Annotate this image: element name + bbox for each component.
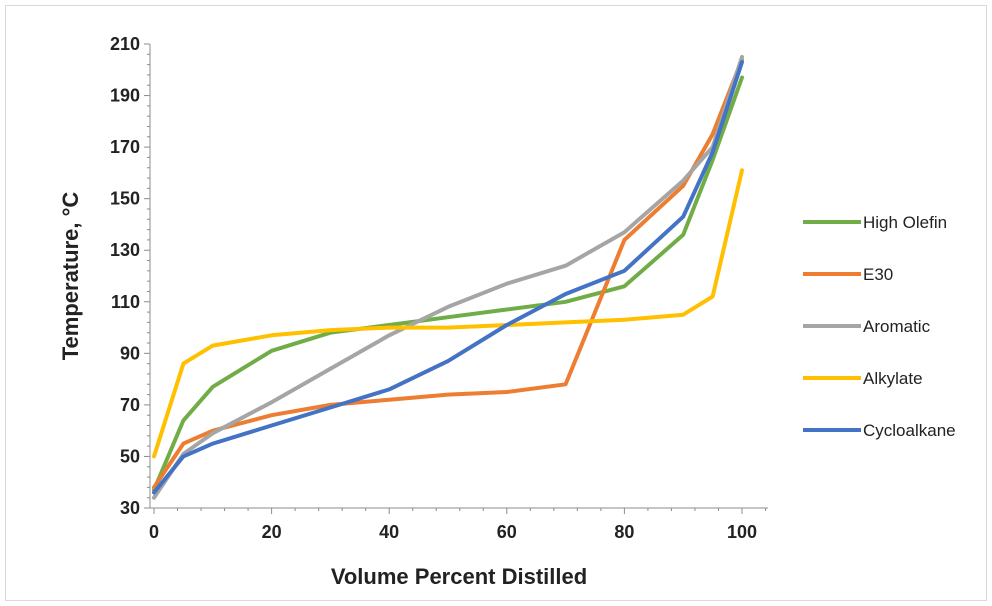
x-axis-title: Volume Percent Distilled xyxy=(331,564,587,589)
chart-area: 30 50 70 90 110 130 150 170 190 210 0 20 40 60 80 100 T… xyxy=(5,5,987,601)
y-tick-label: 170 xyxy=(110,137,140,157)
series-line-high-olefin xyxy=(152,75,744,492)
legend-label-aromatic: Aromatic xyxy=(863,317,931,336)
y-tick-label: 90 xyxy=(120,343,140,363)
legend-label-e30: E30 xyxy=(863,265,893,284)
y-tick-label: 110 xyxy=(111,292,140,312)
y-tick-label: 150 xyxy=(110,189,140,209)
y-tick-label: 50 xyxy=(120,446,140,466)
legend-label-alkylate: Alkylate xyxy=(863,369,923,388)
y-axis-title: Temperature, °C xyxy=(58,192,83,361)
line-chart: 30 50 70 90 110 130 150 170 190 210 0 20 40 60 80 100 T… xyxy=(58,34,956,589)
x-tick-label: 0 xyxy=(149,522,159,542)
x-tick-label: 100 xyxy=(727,522,757,542)
y-tick-label: 130 xyxy=(110,240,140,260)
y-tick-label: 190 xyxy=(110,86,140,106)
x-tick-label: 20 xyxy=(262,522,282,542)
series-line-cycloalkane xyxy=(152,60,744,495)
x-tick-label: 60 xyxy=(497,522,517,542)
series-lines xyxy=(152,54,744,500)
x-tick-label: 40 xyxy=(379,522,399,542)
axes xyxy=(144,43,768,514)
x-tick-label: 80 xyxy=(614,522,634,542)
y-tick-label: 30 xyxy=(120,498,140,518)
legend-label-high-olefin: High Olefin xyxy=(863,213,947,232)
legend: High Olefin E30 Aromatic Alkylate Cycloalkan… xyxy=(803,213,956,440)
legend-label-cycloalkane: Cycloalkane xyxy=(863,421,956,440)
tick-labels: 30 50 70 90 110 130 150 170 190 210 0 20 40 60 80 100 xyxy=(110,34,757,542)
y-tick-label: 210 xyxy=(110,34,140,54)
series-line-alkylate xyxy=(152,168,744,459)
y-tick-label: 70 xyxy=(120,395,140,415)
series-line-aromatic xyxy=(152,54,744,500)
series-line-e30 xyxy=(152,57,744,490)
